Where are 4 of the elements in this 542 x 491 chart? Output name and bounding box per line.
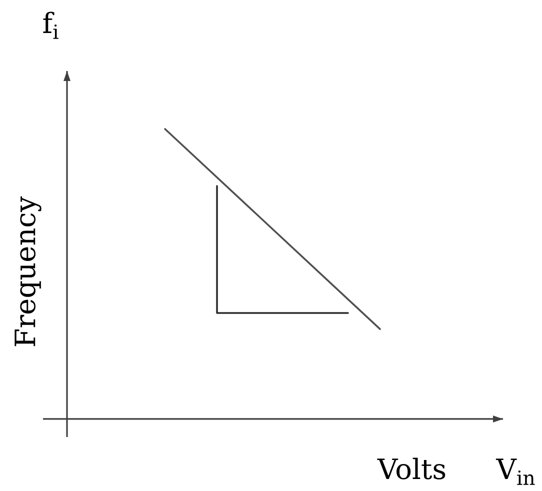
text: V$_{in}$	[496, 458, 535, 485]
text: f$_{i}$	[43, 12, 58, 39]
x-axis-title: Volts	[377, 458, 446, 480]
y-axis-title: Frequency	[14, 196, 42, 346]
